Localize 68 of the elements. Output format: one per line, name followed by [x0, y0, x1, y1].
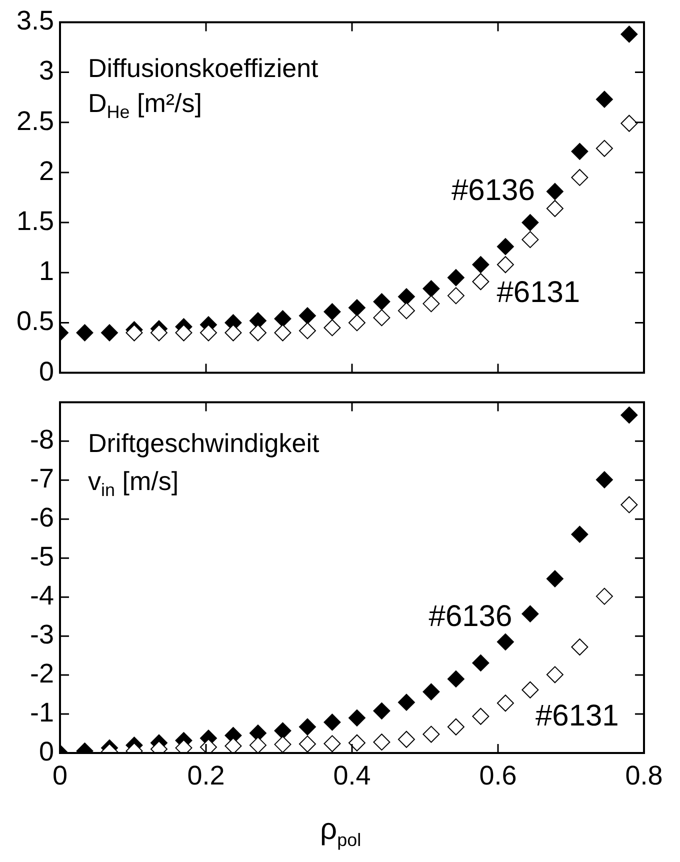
y-tick-label: 0 [38, 736, 54, 766]
point [126, 324, 143, 342]
y-tick-label: 2.5 [16, 106, 54, 136]
point [274, 722, 292, 740]
series-label: #6136 [428, 600, 512, 634]
y-tick-label: -1 [30, 697, 54, 728]
point [373, 702, 390, 720]
point [496, 238, 514, 256]
y-tick-label: 3 [38, 56, 54, 86]
point [175, 324, 192, 342]
y-tick-label: -5 [30, 542, 54, 572]
point [398, 288, 415, 306]
y-tick-label: 2 [38, 156, 54, 186]
y-tick-label: -6 [30, 502, 54, 533]
point [298, 307, 316, 324]
point [522, 214, 539, 232]
y-tick-label: 0 [38, 356, 54, 386]
point [373, 293, 390, 310]
point [422, 683, 440, 700]
y-tick-label: 1 [38, 256, 54, 286]
point [348, 299, 366, 316]
point [324, 714, 341, 731]
annotation: Driftgeschwindigkeit [88, 428, 320, 458]
point [100, 324, 118, 342]
legend-label: #6131 [535, 699, 619, 732]
point [596, 471, 613, 488]
point [324, 303, 341, 320]
series-label: #6136 [452, 174, 535, 207]
point [200, 324, 217, 342]
y-tick-label: -3 [30, 620, 54, 650]
y-tick-label: 0.5 [16, 306, 54, 336]
point [447, 670, 464, 688]
x-tick-label: 0.6 [479, 760, 517, 791]
point [522, 605, 539, 622]
y-tick-label: -7 [30, 464, 54, 494]
point [472, 654, 490, 672]
x-tick-label: 0.2 [187, 760, 225, 791]
point [274, 310, 292, 328]
point [298, 718, 316, 736]
annotation: Diffusionskoeffizient [88, 53, 318, 83]
point [571, 142, 588, 160]
annotation: D$_{He}$ [m²/s] [88, 88, 202, 122]
point [398, 694, 415, 711]
y-tick-label: -8 [30, 424, 54, 455]
point [224, 324, 242, 342]
point [348, 709, 366, 726]
point [546, 182, 564, 200]
y-tick-label: -2 [30, 658, 54, 688]
point [496, 633, 514, 650]
point [571, 526, 588, 543]
point [596, 90, 613, 108]
x-tick-label: 0.4 [333, 760, 371, 791]
point [472, 256, 490, 274]
y-tick-label: -4 [30, 580, 54, 611]
point [150, 324, 168, 342]
y-tick-label: 1.5 [16, 206, 54, 236]
point [76, 324, 94, 342]
annotation: v$_{in}$ [m/s] [88, 466, 179, 500]
point [447, 269, 464, 286]
point [422, 280, 440, 298]
point [620, 406, 638, 424]
legend-label: #6131 [496, 276, 580, 309]
point [620, 26, 638, 43]
point [546, 570, 564, 588]
x-axis-title: ρ$_{pol}$ [320, 813, 362, 850]
x-tick-label: 0.8 [625, 760, 663, 791]
y-tick-label: 3.5 [16, 6, 54, 36]
point [546, 200, 564, 218]
